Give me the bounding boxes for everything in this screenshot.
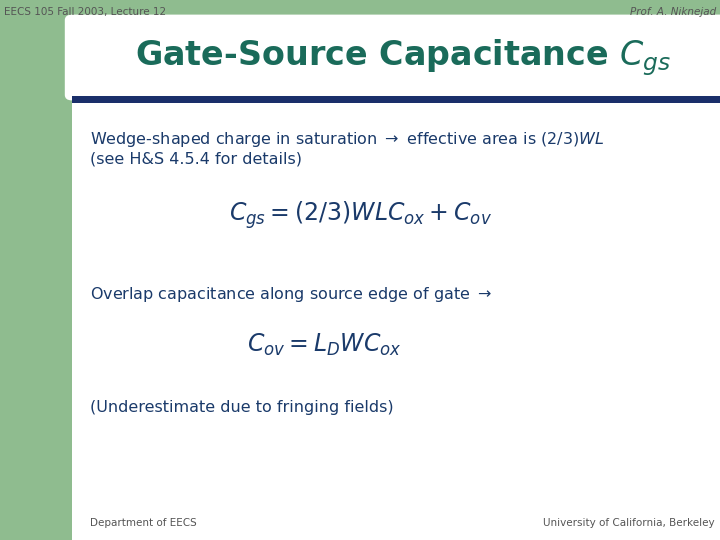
Text: Prof. A. Niknejad: Prof. A. Niknejad [630,7,716,17]
Text: (see H&S 4.5.4 for details): (see H&S 4.5.4 for details) [90,152,302,167]
Text: Overlap capacitance along source edge of gate $\rightarrow$: Overlap capacitance along source edge of… [90,285,492,304]
Text: Gate-Source Capacitance $C_{gs}$: Gate-Source Capacitance $C_{gs}$ [135,37,671,78]
Text: $C_{gs} = (2/3)WLC_{ox} + C_{ov}$: $C_{gs} = (2/3)WLC_{ox} + C_{ov}$ [228,199,492,231]
Bar [72,96,720,103]
Bar [0,0,72,540]
Text: (Underestimate due to fringing fields): (Underestimate due to fringing fields) [90,400,394,415]
Bar [0,0,720,95]
Bar [0,0,79,95]
Text: Wedge-shaped charge in saturation $\rightarrow$ effective area is $(2/3)\mathit{: Wedge-shaped charge in saturation $\righ… [90,130,605,149]
Text: $C_{ov} = L_D WC_{ox}$: $C_{ov} = L_D WC_{ox}$ [247,332,401,358]
Text: EECS 105 Fall 2003, Lecture 12: EECS 105 Fall 2003, Lecture 12 [4,7,166,17]
FancyBboxPatch shape [65,15,720,100]
Text: University of California, Berkeley: University of California, Berkeley [544,518,715,528]
Text: Department of EECS: Department of EECS [90,518,197,528]
